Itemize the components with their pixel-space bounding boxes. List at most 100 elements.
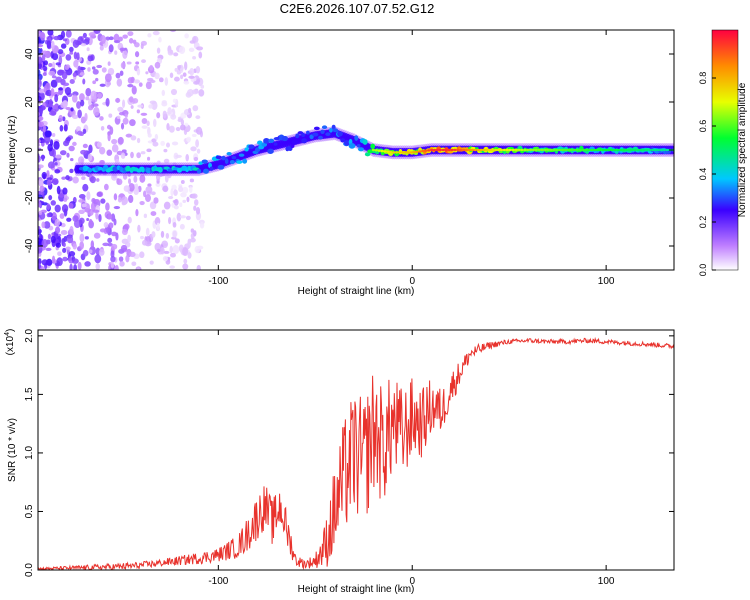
noise-blob [172, 230, 177, 238]
noise-blob [38, 210, 43, 216]
noise-blob [47, 30, 54, 36]
noise-blob [111, 138, 118, 145]
noise-blob [190, 146, 197, 152]
noise-blob [53, 104, 58, 110]
noise-blob [140, 43, 144, 50]
noise-blob [193, 205, 197, 211]
noise-blob [68, 46, 74, 53]
noise-blob [184, 122, 189, 127]
ridge-blob [356, 143, 361, 148]
noise-blob [71, 94, 78, 103]
noise-blob [72, 176, 79, 184]
noise-blob [129, 251, 136, 258]
noise-blob [50, 200, 56, 206]
noise-blob [107, 61, 111, 66]
noise-blob [150, 211, 157, 217]
noise-blob [198, 51, 203, 59]
noise-blob [56, 185, 61, 195]
snr-xlabel: Height of straight line (km) [298, 584, 415, 595]
ridge-core [435, 148, 440, 152]
noise-blob [54, 226, 61, 234]
noise-blob [183, 80, 190, 85]
ridge-core [636, 148, 640, 152]
noise-blob [173, 198, 179, 206]
noise-blob [182, 72, 187, 77]
noise-blob [51, 255, 56, 264]
noise-blob [101, 67, 107, 73]
ridge-core [619, 148, 623, 152]
noise-blob [38, 143, 41, 147]
noise-blob [66, 217, 72, 222]
noise-blob [163, 148, 168, 153]
noise-blob [38, 201, 42, 208]
ridge-core [371, 148, 376, 152]
ridge-core [491, 148, 495, 152]
noise-blob [99, 116, 104, 121]
noise-blob [146, 156, 151, 161]
noise-blob [50, 79, 58, 88]
noise-blob [178, 46, 186, 54]
noise-blob [96, 141, 102, 148]
noise-blob [142, 190, 147, 198]
ridge-core [589, 148, 594, 152]
ridge-core [575, 148, 579, 152]
noise-blob [189, 178, 195, 183]
ridge-core [427, 149, 431, 152]
noise-blob [140, 235, 145, 240]
ridge-core [470, 148, 474, 152]
noise-blob [178, 186, 184, 193]
noise-blob [169, 265, 176, 269]
noise-blob [179, 223, 185, 230]
noise-blob [71, 258, 79, 264]
ridge-blob [370, 143, 376, 150]
ridge-core [601, 148, 605, 152]
noise-blob [72, 39, 80, 49]
noise-blob [180, 124, 186, 131]
ridge-blob [295, 133, 300, 139]
noise-blob [113, 193, 118, 201]
ridge-core [616, 148, 620, 152]
noise-blob [189, 40, 195, 44]
noise-blob [38, 121, 44, 128]
noise-blob [45, 247, 52, 252]
ridge-core [462, 148, 466, 152]
ridge-blob [301, 132, 306, 138]
noise-blob [149, 100, 157, 105]
noise-blob [66, 235, 74, 244]
noise-blob [38, 178, 44, 187]
noise-blob [64, 65, 70, 70]
noise-blob [110, 250, 115, 258]
noise-blob [132, 98, 139, 104]
noise-blob [43, 60, 49, 66]
noise-blob [106, 81, 111, 86]
noise-blob [118, 256, 124, 262]
noise-blob [70, 157, 74, 162]
noise-blob [61, 71, 68, 80]
noise-blob [151, 138, 157, 143]
ridge-core [560, 148, 565, 152]
noise-blob [90, 240, 95, 250]
noise-blob [128, 194, 134, 204]
noise-blob [69, 168, 74, 174]
noise-blob [57, 251, 62, 257]
noise-blob [187, 240, 191, 249]
x-tick-label: -100 [208, 576, 228, 587]
ridge-blob [157, 166, 163, 173]
noise-blob [173, 189, 178, 196]
noise-blob [69, 79, 75, 84]
noise-blob [199, 221, 205, 229]
ridge-core [400, 151, 405, 154]
snr-axes: -100 0 100 0.0 0.5 1.0 1.5 2.0 [24, 328, 674, 587]
ridge-core [610, 148, 614, 152]
noise-blob [174, 238, 180, 244]
noise-blob [65, 246, 71, 251]
noise-blob [152, 118, 157, 128]
ridge-blob [357, 147, 364, 152]
ridge-core [438, 148, 442, 152]
noise-blob [139, 174, 146, 183]
noise-blob [133, 175, 138, 183]
noise-blob [63, 197, 68, 202]
noise-blob [42, 72, 47, 77]
noise-blob [149, 260, 154, 265]
ridge-core [374, 149, 378, 152]
